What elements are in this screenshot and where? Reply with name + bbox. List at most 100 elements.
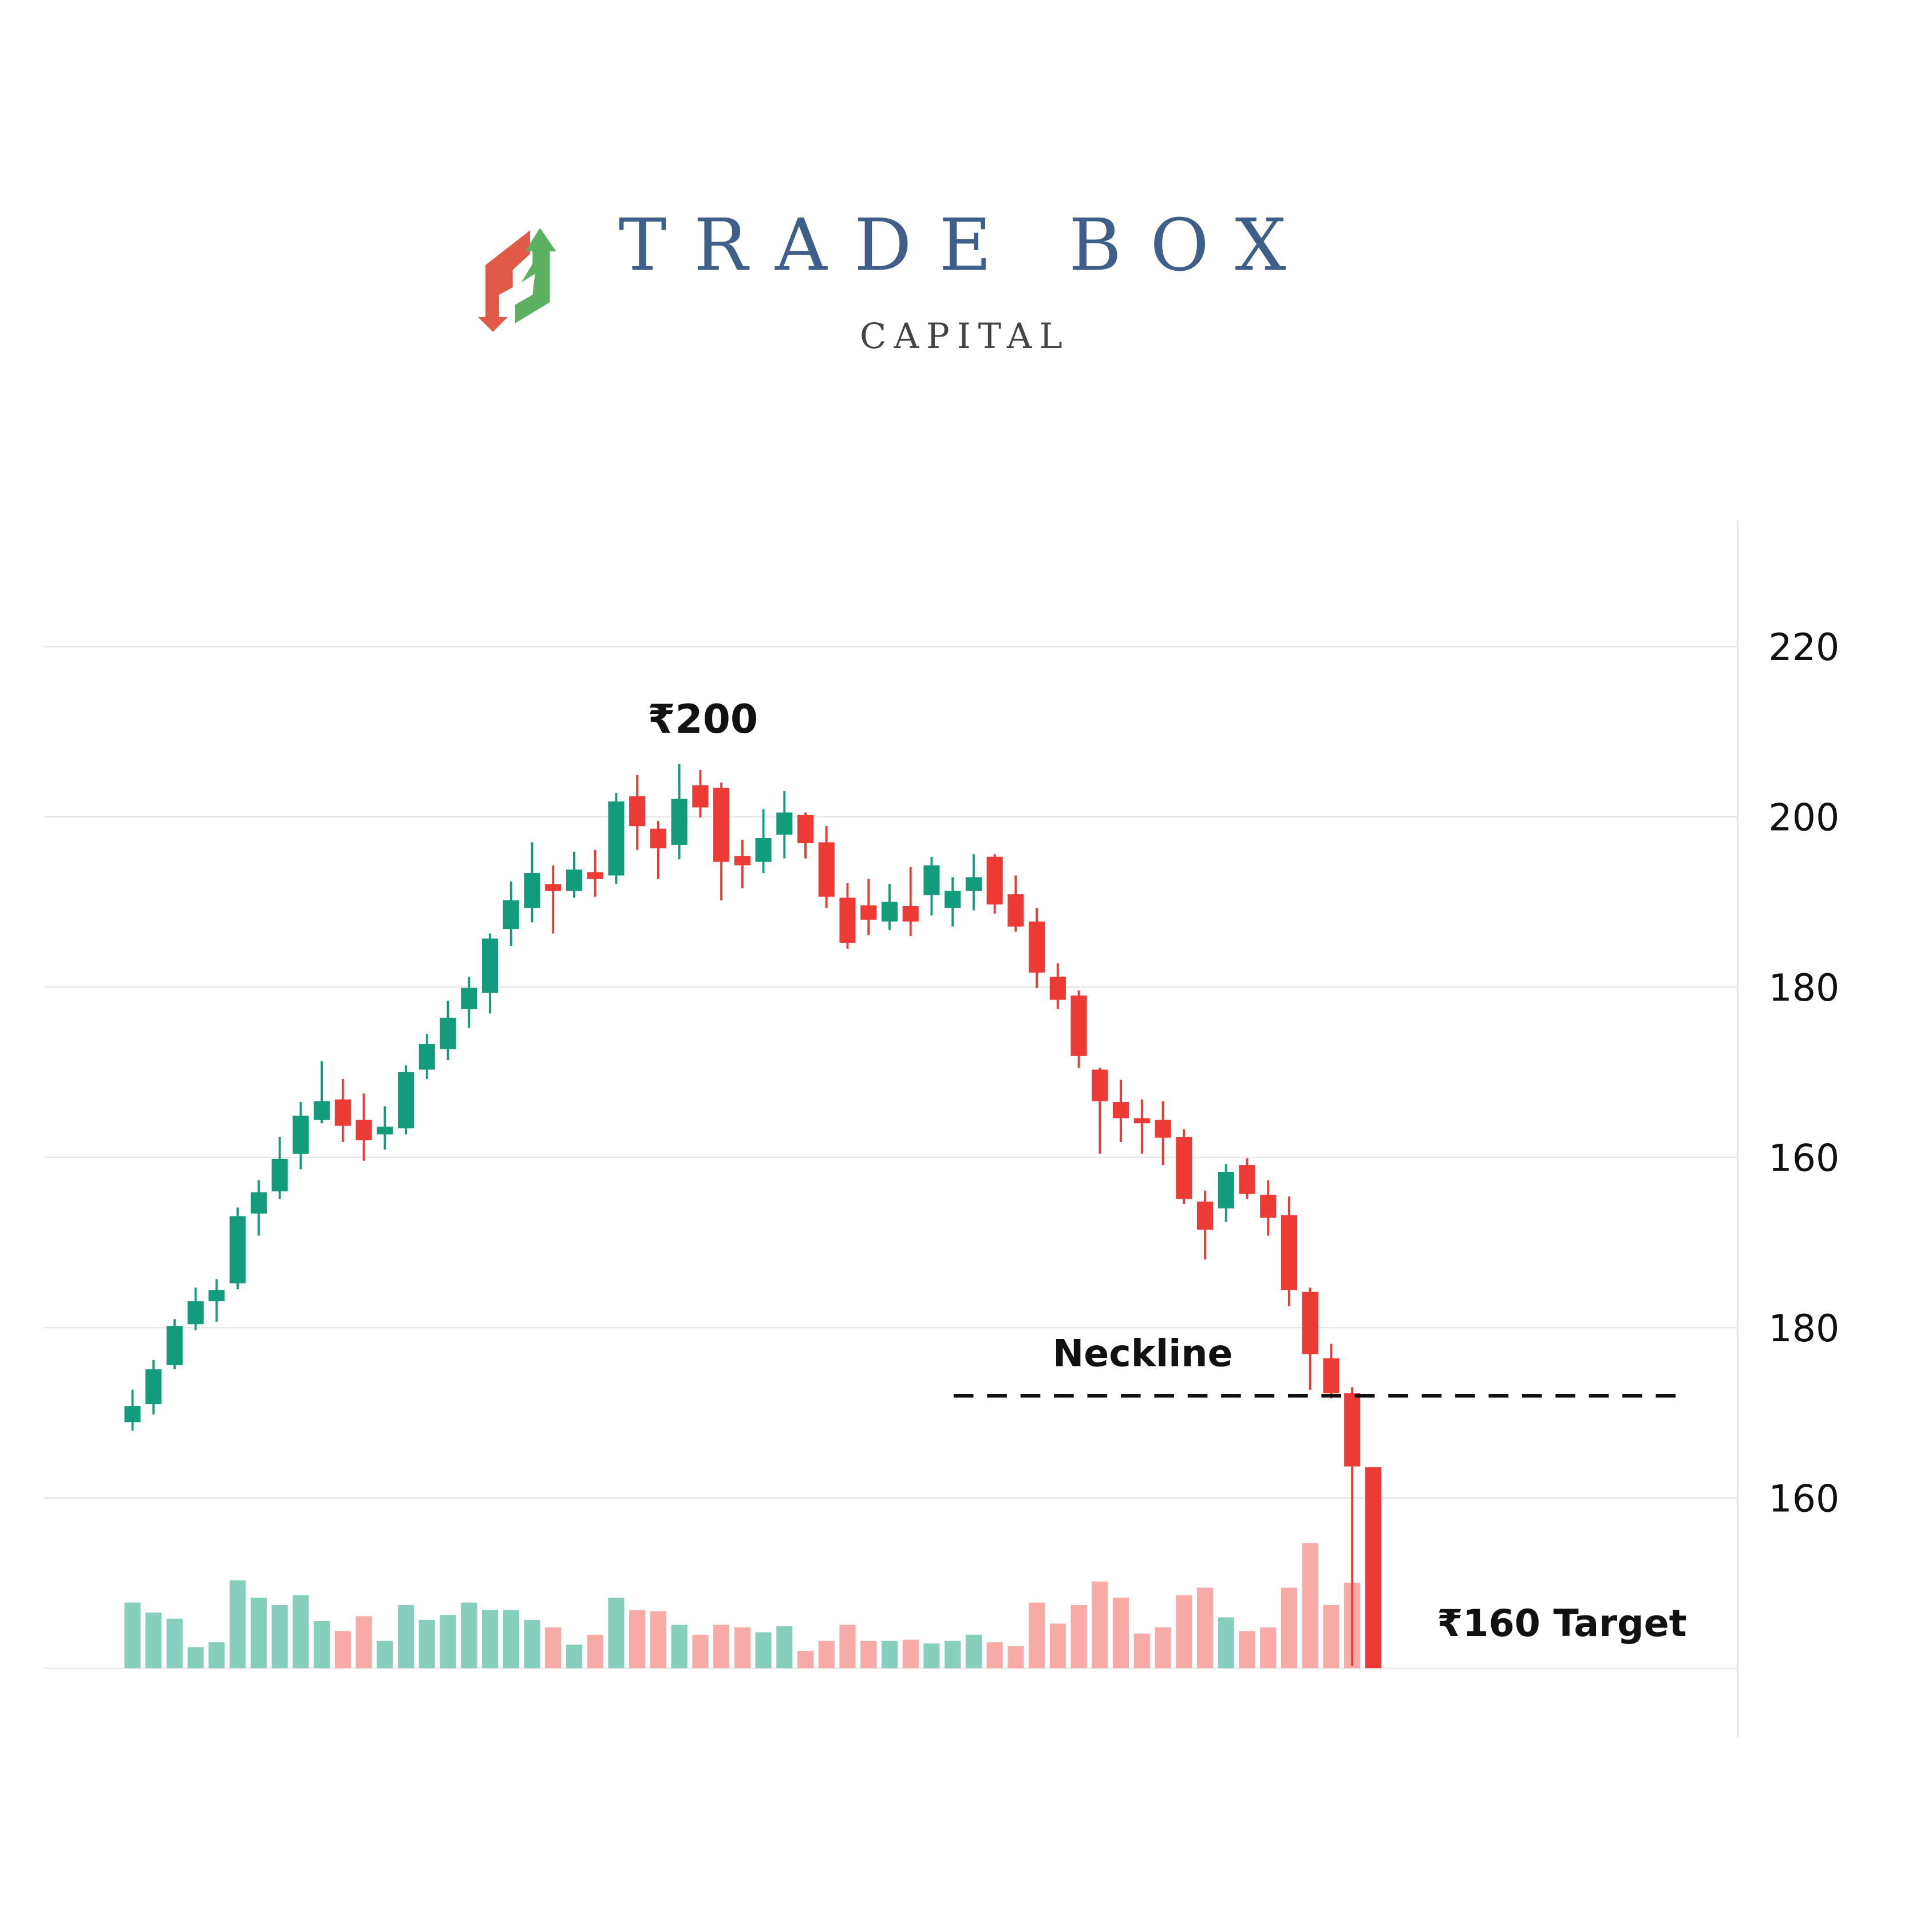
candle-body: [965, 877, 982, 891]
volume-bar: [671, 1625, 688, 1669]
volume-bar: [818, 1641, 835, 1669]
candle-body: [250, 1192, 267, 1214]
candle-body: [1155, 1120, 1171, 1138]
candle-body: [1260, 1195, 1277, 1218]
logo-arrows-icon: [478, 228, 556, 332]
volume-bar: [230, 1580, 246, 1669]
candle-body: [440, 1017, 456, 1049]
candle-body: [755, 837, 772, 862]
candle-bullish: [566, 851, 582, 898]
candle-body: [271, 1159, 288, 1192]
candle-body: [145, 1369, 162, 1405]
candle-body: [902, 906, 919, 922]
volume-bar: [1008, 1646, 1024, 1669]
candle-bullish: [440, 1001, 456, 1061]
volume-bar: [566, 1645, 582, 1669]
arrow-up-icon: [515, 228, 556, 323]
volume-bar: [629, 1610, 646, 1669]
volume-bar: [187, 1647, 204, 1669]
volume-bar: [1133, 1633, 1150, 1669]
candle-bullish: [755, 809, 772, 873]
candle-bullish: [124, 1389, 141, 1431]
candle-body: [986, 856, 1003, 905]
candle-bearish: [334, 1078, 351, 1142]
candle-body: [187, 1301, 204, 1325]
volume-bar: [923, 1643, 940, 1669]
volume-bars: [124, 1543, 1361, 1669]
candle-bullish: [524, 842, 540, 923]
y-axis-ticks: 220 200 180 160 180 160: [1768, 626, 1839, 1520]
candle-body: [503, 900, 519, 930]
volume-bar: [965, 1634, 982, 1669]
candlesticks: [124, 764, 1381, 1669]
candle-body: [734, 856, 750, 866]
volume-bar: [1260, 1627, 1277, 1669]
candle-body: [650, 828, 666, 848]
candle-body: [418, 1044, 435, 1070]
volume-bar: [545, 1627, 562, 1669]
volume-bar: [293, 1595, 309, 1669]
volume-bar: [608, 1597, 625, 1669]
candle-bearish: [1008, 875, 1024, 932]
grid-lines: [44, 646, 1738, 1669]
candle-bearish: [1323, 1344, 1340, 1398]
volume-bar: [587, 1634, 603, 1669]
candle-bullish: [608, 793, 625, 884]
candle-body: [923, 865, 940, 895]
target-price-label: ₹160 Target: [1437, 1602, 1686, 1645]
candle-bearish: [650, 821, 666, 879]
candle-body: [1176, 1137, 1192, 1199]
candle-bullish: [461, 977, 477, 1028]
volume-bar: [860, 1641, 877, 1669]
candle-bearish: [1260, 1180, 1277, 1236]
candle-body: [797, 815, 814, 843]
volume-bar: [986, 1642, 1003, 1669]
arrow-down-icon: [478, 230, 530, 332]
candle-body: [314, 1101, 330, 1120]
volume-bar: [839, 1625, 856, 1669]
candle-bullish: [250, 1180, 267, 1236]
candle-bearish: [1344, 1387, 1361, 1666]
candle-body: [1196, 1202, 1214, 1230]
candle-bullish: [1218, 1164, 1234, 1222]
volume-bar: [1196, 1587, 1214, 1669]
candle-bearish: [1239, 1158, 1255, 1199]
candle-body: [1029, 921, 1045, 973]
candle-bearish: [797, 812, 814, 859]
candle-body: [1070, 995, 1087, 1056]
candle-body: [355, 1120, 372, 1141]
candle-body: [1133, 1118, 1150, 1124]
candle-body: [208, 1290, 225, 1302]
candle-body: [818, 842, 835, 897]
y-tick-label: 180: [1768, 1307, 1839, 1350]
candle-body: [692, 785, 709, 808]
candle-bearish: [1070, 990, 1087, 1068]
volume-bar: [503, 1610, 519, 1669]
candle-body: [1302, 1291, 1318, 1354]
volume-bar: [440, 1615, 456, 1669]
candle-body: [124, 1406, 141, 1423]
volume-bar: [1029, 1602, 1045, 1669]
candle-bearish: [1133, 1099, 1150, 1154]
volume-bar: [334, 1631, 351, 1669]
candle-body: [230, 1216, 246, 1283]
candle-bullish: [881, 884, 898, 930]
y-tick-label: 160: [1768, 1478, 1839, 1521]
volume-bar: [461, 1602, 477, 1669]
candle-body: [860, 905, 877, 920]
candle-body: [1239, 1165, 1255, 1194]
volume-bar: [797, 1650, 814, 1669]
volume-bar: [1218, 1617, 1234, 1669]
volume-bar: [713, 1625, 730, 1669]
candle-bearish: [545, 865, 562, 934]
candle-bullish: [377, 1106, 393, 1150]
candle-body: [1113, 1102, 1129, 1119]
brand-logo: TRADE BOX CAPITAL: [478, 204, 1286, 357]
y-tick-label: 160: [1768, 1137, 1839, 1180]
candle-body: [481, 938, 499, 993]
candle-bearish: [1281, 1196, 1298, 1307]
candle-bearish: [1196, 1190, 1214, 1260]
volume-bar: [397, 1605, 414, 1669]
volume-bar: [1302, 1543, 1318, 1669]
